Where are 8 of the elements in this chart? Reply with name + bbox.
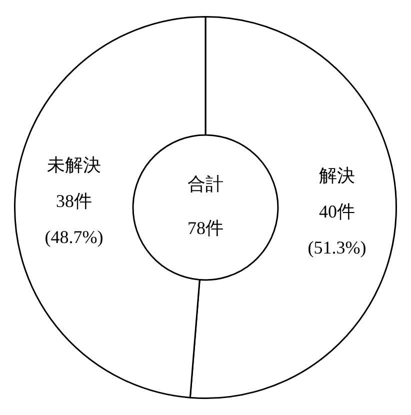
data-label: 38件 [56, 190, 92, 211]
slice-label: 未解決 [46, 154, 101, 175]
data-label: 40件 [319, 202, 356, 222]
slice-label: 解決 [319, 166, 356, 186]
text: 合計 [188, 174, 224, 194]
text: 78件 [188, 218, 224, 238]
text: (51.3%) [308, 238, 366, 258]
text: (48.7%) [44, 226, 104, 247]
